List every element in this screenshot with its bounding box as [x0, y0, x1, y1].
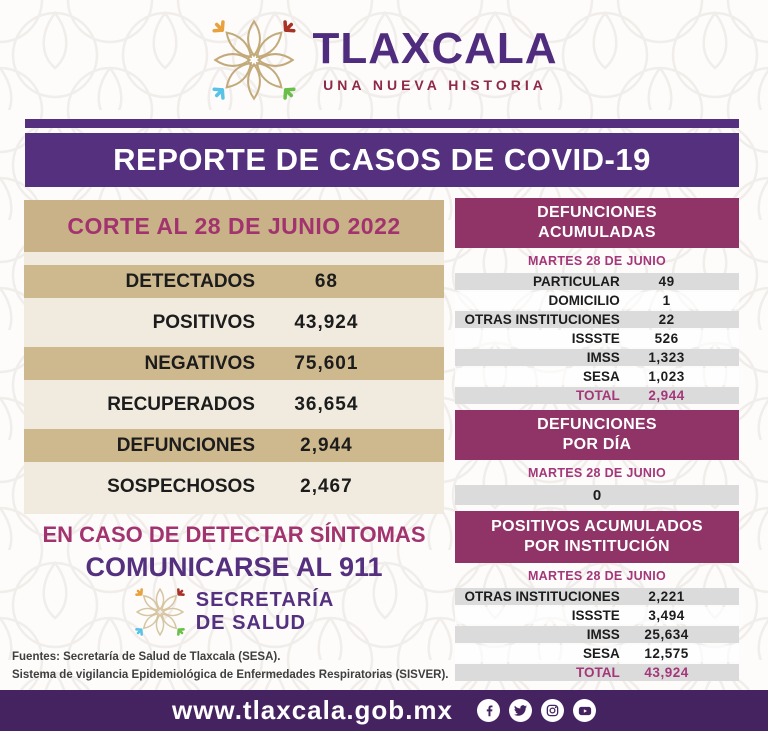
table-row: OTRAS INSTITUCIONES 2,221 [455, 588, 739, 605]
summary-table: DETECTADOS 68 POSITIVOS 43,924 NEGATIVOS… [24, 252, 444, 514]
source-line1: Fuentes: Secretaría de Salud de Tlaxcala… [12, 651, 281, 663]
row-label: IMSS [586, 350, 620, 365]
header-line2: POR DÍA [562, 436, 632, 453]
header-line1: DEFUNCIONES [537, 204, 657, 221]
row-value: 3,494 [648, 608, 685, 623]
facebook-icon[interactable] [477, 699, 500, 722]
deaths-per-day-value: 0 [455, 485, 739, 505]
secretaria-line1: SECRETARÍA [195, 589, 335, 611]
row-value: 1 [662, 293, 671, 308]
row-label: DOMICILIO [548, 293, 620, 308]
deaths-per-day-date: MARTES 28 DE JUNIO [527, 466, 667, 480]
row-label: PARTICULAR [532, 274, 620, 289]
row-label: OTRAS INSTITUCIONES [464, 312, 620, 327]
row-label: OTRAS INSTITUCIONES [464, 589, 620, 604]
table-total-row: TOTAL 43,924 [455, 664, 739, 681]
instagram-icon[interactable] [541, 699, 564, 722]
right-panel: DEFUNCIONES ACUMULADAS MARTES 28 DE JUNI… [455, 198, 739, 683]
row-label: SOSPECHOSOS [107, 475, 255, 497]
summary-header-label: CORTE AL 28 DE JUNIO 2022 [67, 212, 401, 239]
row-value: 526 [654, 331, 679, 346]
title-banner-accent [25, 119, 739, 128]
header-line2: ACUMULADAS [538, 224, 656, 241]
row-value: 25,634 [644, 627, 689, 642]
table-row: ISSSTE 526 [455, 330, 739, 347]
total-value: 43,924 [644, 665, 689, 680]
row-value: 2,467 [300, 475, 353, 497]
symptoms-notice: EN CASO DE DETECTAR SÍNTOMAS COMUNICARSE… [24, 522, 444, 583]
row-label: ISSSTE [571, 331, 620, 346]
header-brand: TLAXCALA UNA NUEVA HISTORIA [0, 16, 768, 104]
row-value: 36,654 [294, 393, 359, 415]
secretaria-logo: SECRETARÍA DE SALUD [24, 586, 444, 638]
table-row: RECUPERADOS 36,654 [24, 388, 444, 421]
table-row: PARTICULAR 49 [455, 273, 739, 290]
table-row: IMSS 1,323 [455, 349, 739, 366]
page-title: REPORTE DE CASOS DE COVID-19 [113, 142, 651, 177]
twitter-icon[interactable] [509, 699, 532, 722]
total-label: TOTAL [575, 665, 620, 680]
row-label: SESA [582, 369, 620, 384]
header-line1: DEFUNCIONES [537, 416, 657, 433]
footer-url[interactable]: www.tlaxcala.gob.mx [171, 695, 453, 725]
sources-note: Fuentes: Secretaría de Salud de Tlaxcala… [12, 651, 462, 687]
positives-by-institution-header: POSITIVOS ACUMULADOS POR INSTITUCIÓN [455, 511, 739, 563]
row-value: 1,323 [648, 350, 685, 365]
row-label: NEGATIVOS [144, 352, 256, 374]
row-label: DETECTADOS [125, 270, 255, 292]
row-value: 12,575 [644, 646, 689, 661]
table-total-row: TOTAL 2,944 [455, 387, 739, 404]
youtube-icon[interactable] [573, 699, 596, 722]
table-row: IMSS 25,634 [455, 626, 739, 643]
tlaxcala-flower-logo-icon [212, 19, 296, 101]
positives-date: MARTES 28 DE JUNIO [527, 569, 667, 583]
deaths-accumulated-date: MARTES 28 DE JUNIO [527, 254, 667, 268]
row-value: 43,924 [294, 311, 359, 333]
summary-panel: CORTE AL 28 DE JUNIO 2022 DETECTADOS 68 … [24, 200, 444, 514]
header-line1: POSITIVOS ACUMULADOS [491, 518, 703, 535]
secretaria-line2: DE SALUD [195, 612, 306, 634]
secretaria-flower-logo-icon [134, 587, 185, 637]
table-row: SESA 12,575 [455, 645, 739, 662]
table-row: POSITIVOS 43,924 [24, 306, 444, 339]
title-banner: REPORTE DE CASOS DE COVID-19 [25, 119, 739, 187]
notice-line1: EN CASO DE DETECTAR SÍNTOMAS [42, 522, 426, 547]
brand-name: TLAXCALA [312, 24, 558, 73]
row-label: SESA [582, 646, 620, 661]
row-value: 2,221 [648, 589, 685, 604]
row-value: 2,944 [300, 434, 353, 456]
source-line2: Sistema de vigilancia Epidemiológica de … [12, 669, 449, 681]
summary-header: CORTE AL 28 DE JUNIO 2022 [24, 200, 444, 252]
row-value: 68 [314, 270, 338, 292]
footer-bar: www.tlaxcala.gob.mx [0, 690, 768, 731]
table-row: DEFUNCIONES 2,944 [24, 429, 444, 462]
notice-line2: COMUNICARSE AL 911 [85, 552, 383, 582]
table-row: SESA 1,023 [455, 368, 739, 385]
total-label: TOTAL [575, 388, 620, 403]
row-value: 0 [592, 486, 602, 504]
row-value: 1,023 [648, 369, 685, 384]
row-value: 22 [658, 312, 675, 327]
table-row: SOSPECHOSOS 2,467 [24, 470, 444, 503]
row-label: ISSSTE [571, 608, 620, 623]
total-value: 2,944 [648, 388, 685, 403]
deaths-accumulated-header: DEFUNCIONES ACUMULADAS [455, 198, 739, 248]
table-row: DETECTADOS 68 [24, 265, 444, 298]
header-line2: POR INSTITUCIÓN [524, 538, 670, 555]
table-row: ISSSTE 3,494 [455, 607, 739, 624]
social-links [477, 699, 596, 722]
table-row: DOMICILIO 1 [455, 292, 739, 309]
row-value: 49 [658, 274, 675, 289]
row-label: IMSS [586, 627, 620, 642]
deaths-per-day-header: DEFUNCIONES POR DÍA [455, 410, 739, 460]
row-label: DEFUNCIONES [116, 434, 255, 456]
row-value: 75,601 [294, 352, 359, 374]
table-row: NEGATIVOS 75,601 [24, 347, 444, 380]
table-row: OTRAS INSTITUCIONES 22 [455, 311, 739, 328]
brand-tagline: UNA NUEVA HISTORIA [323, 77, 547, 93]
row-label: POSITIVOS [152, 311, 255, 333]
row-label: RECUPERADOS [107, 393, 255, 415]
